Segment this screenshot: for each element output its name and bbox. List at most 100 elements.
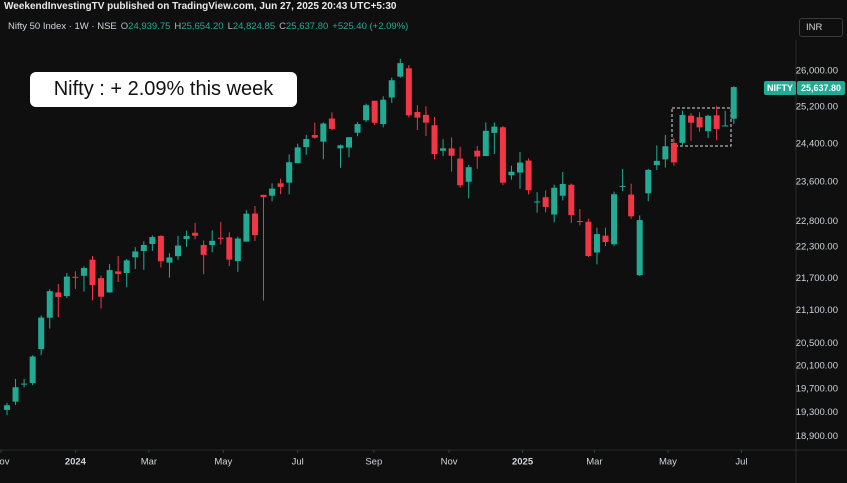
candle-body [98, 278, 105, 297]
candle-body [132, 251, 139, 258]
candle-body [149, 237, 156, 245]
y-tick-label: 21,100.00 [796, 305, 838, 316]
price-tag-value-bg [797, 81, 845, 95]
candle-body [4, 405, 10, 410]
candle-body [12, 387, 19, 402]
publisher: WeekendInvestingTV published on TradingV… [4, 1, 397, 12]
ohlc-letter: O [120, 21, 129, 32]
candle-body [234, 238, 241, 262]
candle-body [294, 147, 301, 164]
price-tag-value: 25,637.80 [801, 83, 841, 93]
price-tag-name: NIFTY [767, 83, 793, 93]
candle-body [696, 117, 703, 128]
y-tick-label: 20,100.00 [796, 361, 838, 372]
candle-body [269, 188, 276, 196]
candle-body [346, 137, 352, 148]
x-tick-label: Mar [141, 457, 157, 468]
candle-body [457, 158, 464, 186]
candle-body [328, 118, 335, 129]
ohlc-open: O24,939.75 [121, 21, 171, 32]
y-tick-label: 22,800.00 [796, 216, 838, 227]
candle-body [551, 187, 558, 215]
y-tick-label: 25,200.00 [796, 101, 838, 112]
candle-body [713, 115, 720, 129]
candle-body [465, 167, 472, 182]
candle-body [183, 236, 190, 240]
candle-body [491, 126, 498, 133]
candle-body [653, 160, 660, 166]
currency-button[interactable]: INR [799, 18, 843, 37]
symbol: Nifty 50 Index · 1W · NSE [8, 21, 117, 32]
candle-body [286, 162, 293, 183]
candle-body [499, 127, 506, 183]
ohlc-value: 25,654.20 [181, 21, 224, 32]
candle-body [422, 114, 429, 123]
candle-body [38, 317, 45, 350]
candle-body [192, 232, 199, 236]
candle-body [688, 115, 694, 123]
candle-body [397, 63, 404, 77]
ohlc-value: 25,637.80 [286, 21, 329, 32]
y-tick-label: 26,000.00 [796, 65, 838, 76]
x-tick-label: Jul [292, 457, 304, 468]
change: +525.40 (+2.09%) [332, 21, 409, 32]
ohlc-value: 24,824.85 [232, 21, 276, 32]
y-tick-label: 19,700.00 [796, 384, 838, 395]
candle-body [354, 124, 361, 133]
x-tick-label: Nov [0, 457, 10, 468]
candle-body [593, 234, 600, 253]
candle-body [542, 197, 549, 207]
y-tick-label: 18,900.00 [796, 431, 838, 442]
legend: Nifty 50 Index · 1W · NSE O24,939.75 H25… [8, 21, 408, 32]
candle-body [46, 291, 53, 318]
candle-body [106, 270, 113, 293]
ohlc-letter: C [279, 21, 286, 32]
candle-body [619, 185, 626, 187]
candle-body [209, 240, 216, 246]
candle-body [157, 235, 164, 262]
candle-body [243, 213, 250, 242]
x-tick-label: May [214, 457, 232, 468]
ohlc-low: L24,824.85 [228, 21, 276, 32]
candle-body [29, 356, 36, 384]
y-tick-label: 19,300.00 [796, 407, 838, 418]
candle-body [482, 130, 489, 157]
candle-body [670, 142, 677, 163]
x-tick-label: Jul [735, 457, 747, 468]
candle-body [200, 244, 207, 255]
ohlc-letter: H [174, 21, 182, 32]
candle-body [217, 237, 224, 239]
candle-body [722, 125, 729, 127]
candle-body [380, 99, 387, 125]
candle-body [448, 148, 455, 156]
candle-body [63, 276, 70, 297]
x-tick-label: Mar [586, 457, 602, 468]
candle-body [474, 150, 481, 157]
candle-body [611, 194, 618, 245]
y-tick-label: 20,500.00 [796, 338, 838, 349]
candle-body [363, 105, 370, 121]
candle-body [559, 183, 566, 196]
candle-body [251, 213, 258, 236]
y-tick-label: 22,300.00 [796, 241, 838, 252]
candle-body [115, 271, 122, 274]
candle-body [662, 146, 669, 160]
candle-body [508, 171, 515, 176]
price-tag-name-bg [764, 81, 796, 95]
x-tick-label: May [659, 457, 677, 468]
candle-body [645, 169, 652, 194]
candle-body [585, 221, 592, 257]
y-tick-label: 23,600.00 [796, 177, 838, 188]
candle-body [730, 87, 737, 119]
candle-body [525, 160, 532, 191]
candle-body [72, 276, 79, 278]
candle-body [337, 145, 344, 149]
candle-body [260, 194, 267, 198]
candle-body [123, 260, 130, 273]
candle-body [440, 148, 447, 151]
candle-body [80, 268, 87, 276]
highlight-box [671, 107, 732, 147]
candle-body [21, 383, 28, 385]
candle-body [679, 115, 686, 143]
